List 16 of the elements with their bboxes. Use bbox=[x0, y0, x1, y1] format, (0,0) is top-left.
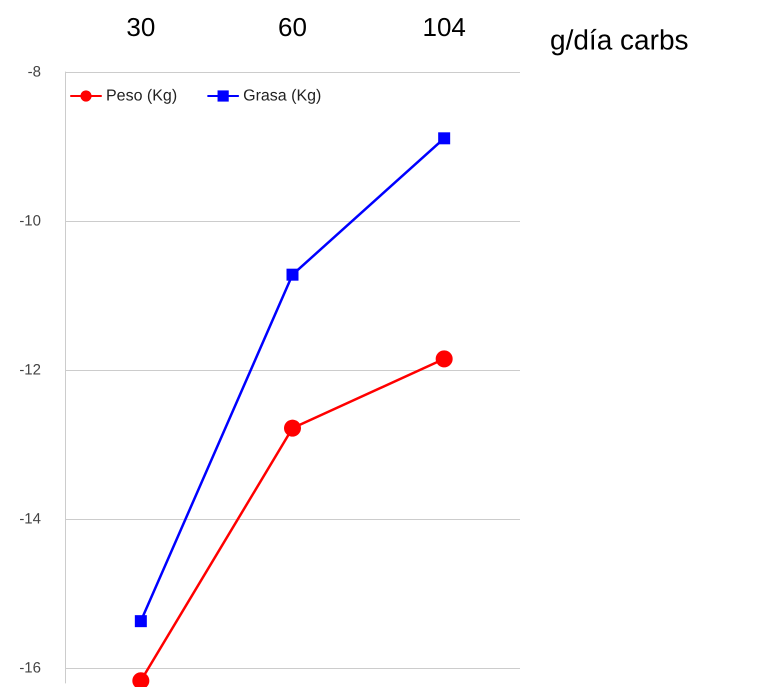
y-tick-label: -16 bbox=[19, 660, 41, 677]
x-tick-label: 60 bbox=[278, 12, 307, 42]
y-tick-label: -10 bbox=[19, 212, 41, 230]
y-tick-label: -12 bbox=[19, 362, 41, 379]
point bbox=[284, 420, 301, 437]
y-tick-label: -8 bbox=[28, 64, 41, 80]
y-tick-label: -14 bbox=[19, 510, 41, 528]
x-tick-label: 30 bbox=[126, 12, 156, 42]
legend-label: Grasa (Kg) bbox=[243, 88, 322, 104]
point bbox=[438, 132, 450, 144]
point bbox=[286, 268, 298, 281]
point bbox=[436, 350, 453, 368]
point bbox=[134, 615, 147, 628]
x-axis-title: g/día carbs bbox=[550, 24, 689, 56]
legend-label: Peso (Kg) bbox=[106, 88, 178, 104]
x-tick-label: 104 bbox=[422, 12, 466, 42]
